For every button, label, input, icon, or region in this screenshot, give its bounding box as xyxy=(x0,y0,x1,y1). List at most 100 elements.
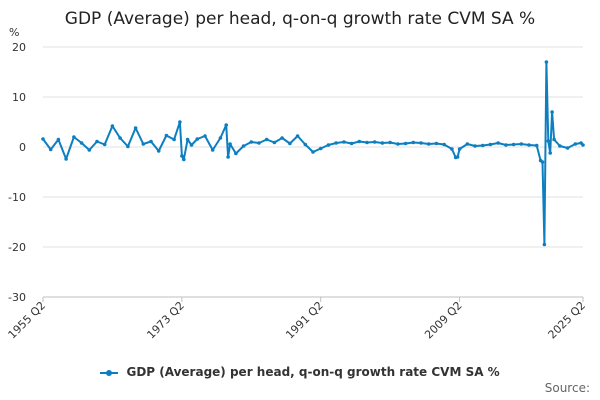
series-point[interactable] xyxy=(203,134,207,138)
series-point[interactable] xyxy=(558,144,562,148)
x-tick-labels: 1955 Q2 1973 Q2 1991 Q2 2009 Q2 2025 Q2 xyxy=(6,297,589,342)
series-point[interactable] xyxy=(550,110,554,114)
series-point[interactable] xyxy=(87,148,92,152)
series-point[interactable] xyxy=(546,139,551,143)
series-point[interactable] xyxy=(95,139,99,144)
series-point[interactable] xyxy=(411,140,416,145)
series-point[interactable] xyxy=(455,155,460,159)
y-axis-label: % xyxy=(9,26,19,39)
y-tick-label: 0 xyxy=(19,141,26,154)
series-point[interactable] xyxy=(79,141,84,145)
series-point[interactable] xyxy=(226,155,230,159)
series-point[interactable] xyxy=(434,141,439,146)
series-point[interactable] xyxy=(396,142,400,146)
series-point[interactable] xyxy=(257,141,261,145)
series-point[interactable] xyxy=(380,141,385,145)
series-point[interactable] xyxy=(349,141,354,146)
series-point[interactable] xyxy=(480,143,485,148)
series-point[interactable] xyxy=(41,137,45,141)
series-point[interactable] xyxy=(141,142,146,146)
series-point[interactable] xyxy=(388,140,392,145)
series-line xyxy=(41,60,585,247)
series-point[interactable] xyxy=(189,143,194,147)
y-tick-label: -20 xyxy=(8,241,26,254)
series-point[interactable] xyxy=(542,242,547,247)
series-point[interactable] xyxy=(318,146,323,151)
series-point[interactable] xyxy=(511,142,516,147)
series-point[interactable] xyxy=(552,137,556,142)
series-point[interactable] xyxy=(178,120,182,124)
series-point[interactable] xyxy=(342,140,346,144)
y-tick-label: -30 xyxy=(8,291,26,304)
x-tick-label: 2025 Q2 xyxy=(546,299,589,342)
series-point[interactable] xyxy=(149,139,153,144)
series-point[interactable] xyxy=(403,141,408,146)
series-point[interactable] xyxy=(249,140,254,144)
series-point[interactable] xyxy=(419,141,423,145)
series-point[interactable] xyxy=(450,147,454,151)
series-point[interactable] xyxy=(527,143,531,147)
series-point[interactable] xyxy=(544,60,549,64)
series-point[interactable] xyxy=(72,135,76,139)
series-point[interactable] xyxy=(210,148,215,152)
series-point[interactable] xyxy=(185,137,190,142)
series-point[interactable] xyxy=(110,124,115,128)
series-point[interactable] xyxy=(133,126,138,130)
grid-lines xyxy=(43,46,583,298)
series-point[interactable] xyxy=(295,134,300,138)
series-point[interactable] xyxy=(172,137,176,142)
series-point[interactable] xyxy=(234,151,238,156)
series-point[interactable] xyxy=(426,142,431,146)
series-point[interactable] xyxy=(126,144,130,149)
series-point[interactable] xyxy=(496,141,500,145)
series-point[interactable] xyxy=(534,143,539,148)
x-tick-label: 1955 Q2 xyxy=(6,299,49,342)
series-point[interactable] xyxy=(272,140,277,145)
series-point[interactable] xyxy=(581,143,585,147)
series-point[interactable] xyxy=(488,142,493,147)
series-point[interactable] xyxy=(334,141,338,145)
chart-title: GDP (Average) per head, q-on-q growth ra… xyxy=(64,9,536,29)
series-point[interactable] xyxy=(442,142,446,147)
y-tick-labels: 20 10 0 -10 -20 -30 xyxy=(8,41,26,304)
series-point[interactable] xyxy=(365,140,369,145)
series-point[interactable] xyxy=(573,142,578,146)
series-point[interactable] xyxy=(164,133,169,138)
series-point[interactable] xyxy=(118,136,122,140)
legend-series-label: GDP (Average) per head, q-on-q growth ra… xyxy=(126,365,500,379)
series-point[interactable] xyxy=(241,144,246,148)
series-point[interactable] xyxy=(264,137,269,142)
series-point[interactable] xyxy=(228,142,232,146)
series-point[interactable] xyxy=(457,147,462,151)
series-point[interactable] xyxy=(372,140,377,144)
series-point[interactable] xyxy=(280,136,284,140)
series-point[interactable] xyxy=(195,137,200,141)
series-point[interactable] xyxy=(540,160,545,164)
series-point[interactable] xyxy=(519,142,524,146)
series-point[interactable] xyxy=(102,142,107,147)
series-point[interactable] xyxy=(48,147,53,152)
x-tick-label: 1991 Q2 xyxy=(283,299,326,342)
series-point[interactable] xyxy=(64,157,68,161)
series-point[interactable] xyxy=(218,136,223,140)
y-tick-label: 10 xyxy=(12,91,26,104)
source-label: Source: xyxy=(544,381,590,395)
series-point[interactable] xyxy=(465,142,470,146)
series-point[interactable] xyxy=(182,157,186,162)
legend[interactable]: GDP (Average) per head, q-on-q growth ra… xyxy=(0,365,600,379)
series-point[interactable] xyxy=(56,137,61,142)
x-tick-label: 2009 Q2 xyxy=(422,299,465,342)
series-point[interactable] xyxy=(311,150,315,154)
series-point[interactable] xyxy=(548,151,552,155)
series-point[interactable] xyxy=(326,143,331,147)
series-point[interactable] xyxy=(565,146,570,150)
series-point[interactable] xyxy=(156,149,161,153)
series-point[interactable] xyxy=(224,123,228,127)
series-point[interactable] xyxy=(303,142,308,147)
series-point[interactable] xyxy=(288,141,292,146)
series-point[interactable] xyxy=(473,144,477,148)
series-point[interactable] xyxy=(180,154,184,158)
series-point[interactable] xyxy=(357,139,362,144)
series-point[interactable] xyxy=(504,143,508,147)
